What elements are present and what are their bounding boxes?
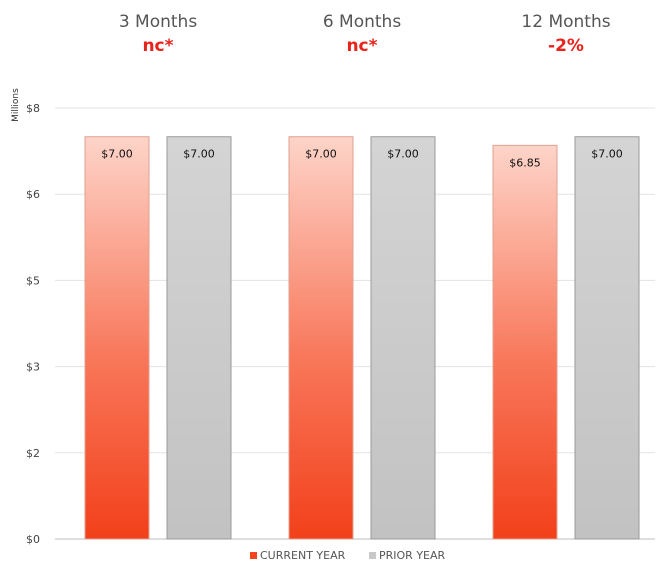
data-label: $7.00 bbox=[101, 148, 133, 161]
y-axis-ticks: $0 $2 $3 $5 $6 $8 bbox=[26, 102, 40, 546]
y-axis-unit-label: Millions bbox=[11, 88, 21, 122]
data-label: $6.85 bbox=[509, 156, 541, 169]
data-label: $7.00 bbox=[591, 148, 623, 161]
y-tick-label: $5 bbox=[26, 274, 40, 287]
period-title: 3 Months bbox=[119, 12, 198, 32]
data-labels: $7.00 $7.00 $7.00 $7.00 $6.85 $7.00 bbox=[101, 148, 623, 170]
legend-label-current-year: CURRENT YEAR bbox=[260, 549, 346, 562]
y-tick-label: $3 bbox=[26, 361, 40, 374]
bar-prior-year bbox=[166, 136, 232, 540]
y-tick-label: $0 bbox=[26, 533, 40, 546]
bar-current-year bbox=[492, 144, 558, 540]
data-label: $7.00 bbox=[305, 148, 337, 161]
bars bbox=[84, 136, 640, 540]
legend-swatch-current-year bbox=[250, 552, 257, 559]
bar-current-year bbox=[288, 136, 354, 540]
legend-swatch-prior-year bbox=[369, 552, 376, 559]
y-tick-label: $8 bbox=[26, 102, 40, 115]
data-label: $7.00 bbox=[183, 148, 215, 161]
y-tick-label: $6 bbox=[26, 188, 40, 201]
bar-current-year bbox=[84, 136, 150, 540]
period-change: nc* bbox=[142, 36, 173, 56]
data-label: $7.00 bbox=[387, 148, 419, 161]
legend-label-prior-year: PRIOR YEAR bbox=[379, 549, 446, 562]
period-title: 6 Months bbox=[323, 12, 402, 32]
period-change: -2% bbox=[548, 36, 584, 56]
period-titles: 3 Months nc* 6 Months nc* 12 Months -2% bbox=[119, 12, 611, 56]
y-tick-label: $2 bbox=[26, 447, 40, 460]
legend: CURRENT YEAR PRIOR YEAR bbox=[250, 549, 446, 562]
bar-prior-year bbox=[574, 136, 640, 540]
period-change: nc* bbox=[346, 36, 377, 56]
bar-prior-year bbox=[370, 136, 436, 540]
period-title: 12 Months bbox=[521, 12, 610, 32]
